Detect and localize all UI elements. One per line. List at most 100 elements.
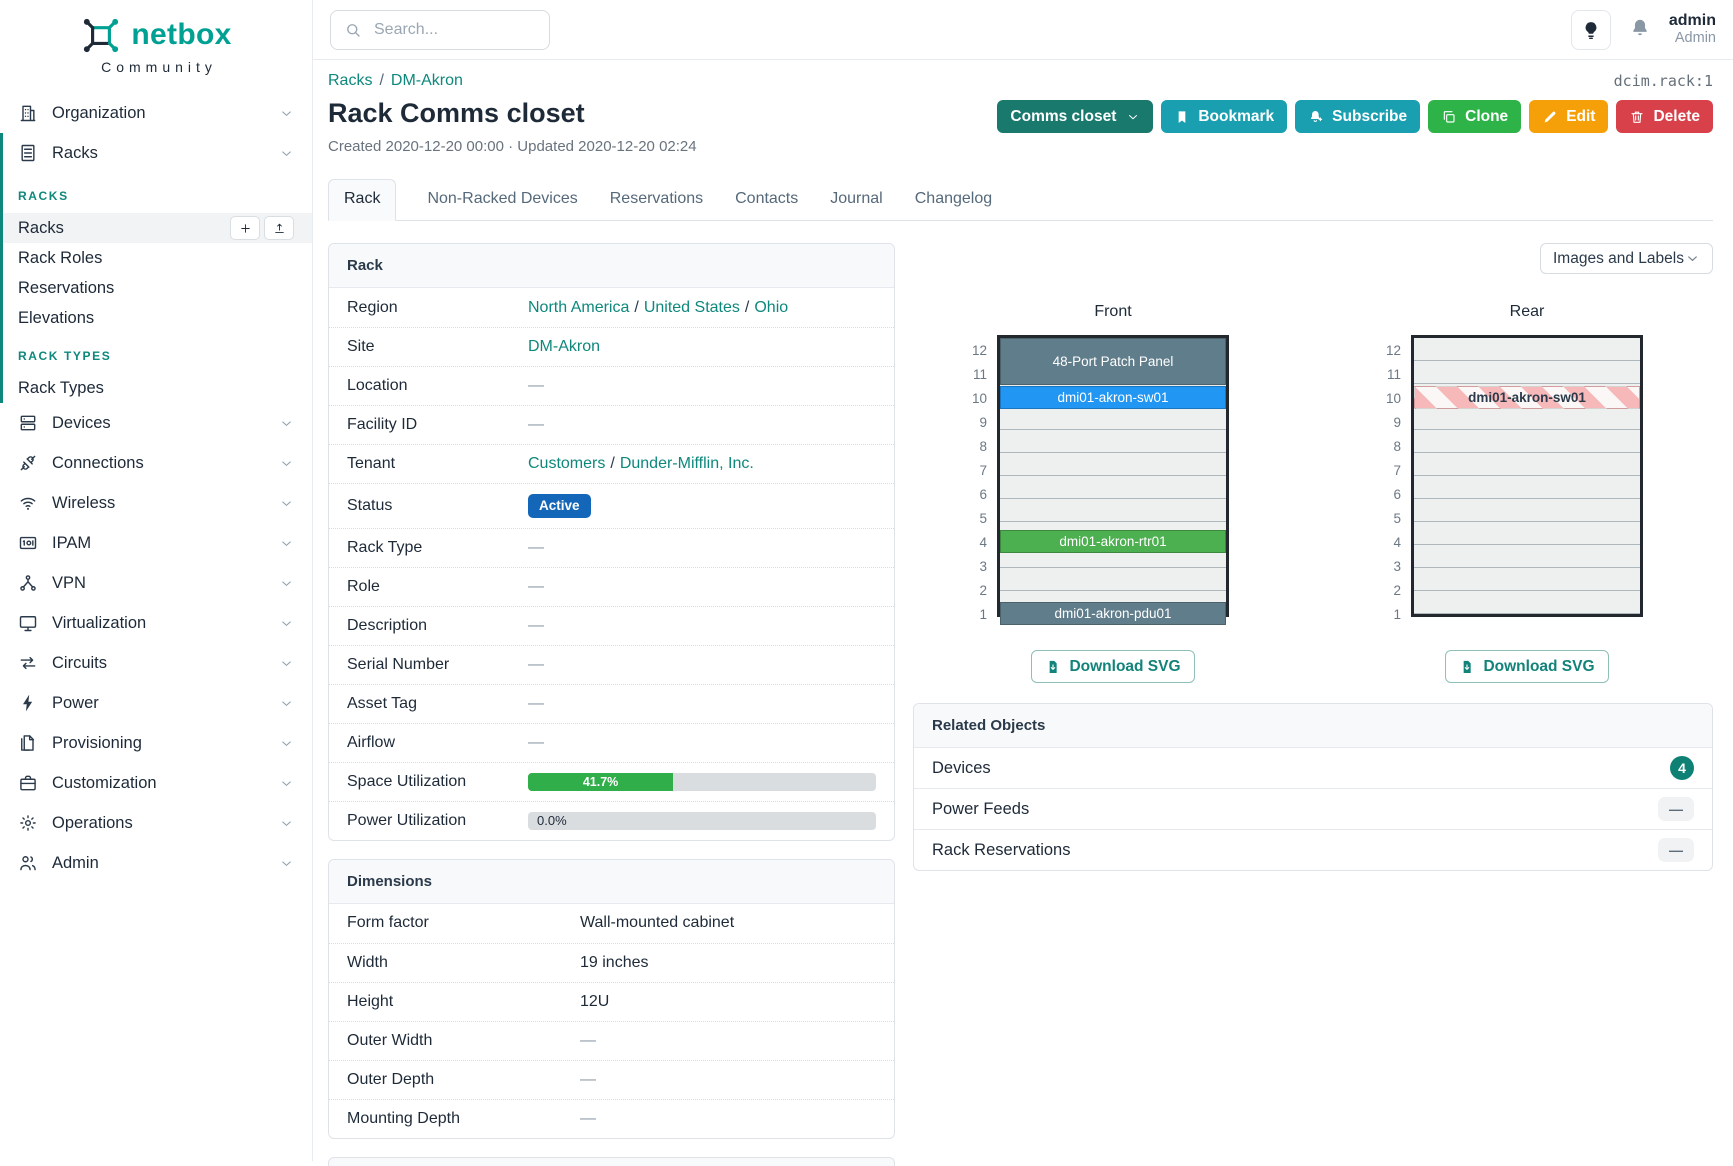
rack-device-dmi01-akron-sw01[interactable]: dmi01-akron-sw01 [1414, 386, 1640, 409]
button-label: Clone [1465, 107, 1509, 125]
link-united-states[interactable]: United States [643, 298, 740, 316]
sidebar-item-elevations[interactable]: Elevations [3, 303, 312, 333]
attr-value: — [528, 539, 876, 557]
sidebar-item-rack-types[interactable]: Rack Types [3, 373, 312, 403]
clone-button[interactable]: Clone [1428, 100, 1522, 133]
related-objects-title: Related Objects [914, 704, 1712, 748]
tab-rack[interactable]: Rack [328, 179, 397, 221]
tab-bar: Rack Non-Racked Devices Reservations Contac… [328, 179, 1713, 221]
notifications-button[interactable] [1627, 17, 1653, 43]
rack-select-button[interactable]: Comms closet [997, 100, 1154, 133]
download-svg-button-front[interactable]: Download SVG [1031, 650, 1195, 683]
attr-label: Location [347, 377, 408, 394]
unit-number: 10 [1385, 390, 1401, 406]
front-elevation: Front 12 11 10 9 8 7 6 5 4 3 2 1 48-Port Patch Panel d… [963, 303, 1229, 683]
sidebar-item-devices[interactable]: Devices [0, 403, 312, 443]
page-title: Rack Comms closet [328, 98, 585, 128]
next-panel-edge [328, 1156, 895, 1166]
arrows-exchange-icon [20, 656, 36, 670]
attr-value: — [528, 617, 876, 635]
attr-row-width: Width 19 inches [329, 942, 894, 982]
sidebar-item-label: Reservations [18, 278, 115, 297]
chevron-down-icon [282, 460, 291, 466]
search-input[interactable] [372, 19, 536, 40]
sidebar-item-ipam[interactable]: IPAM [0, 523, 312, 563]
rack-device-dmi01-akron-rtr01[interactable]: dmi01-akron-rtr01 [1000, 530, 1226, 553]
related-row-count: 4 [1670, 756, 1694, 780]
import-button[interactable] [264, 216, 294, 240]
sidebar-item-label: Racks [52, 143, 98, 162]
attr-text-value: Wall-mounted cabinet [580, 914, 735, 931]
attr-value: Customers / Dunder-Mifflin, Inc. [528, 455, 876, 473]
rack-unit-empty [1000, 430, 1226, 453]
rack-panel-title: Rack [329, 244, 894, 288]
rack-device-48-port-patch-panel[interactable]: 48-Port Patch Panel [1000, 338, 1226, 385]
unit-number: 8 [1393, 438, 1401, 454]
related-row-power-feeds[interactable]: Power Feeds — [914, 788, 1712, 829]
attr-value: — [528, 656, 876, 674]
link-customers[interactable]: Customers [528, 455, 606, 472]
sidebar-item-power[interactable]: Power [0, 683, 312, 723]
brand[interactable]: netbox Community [0, 0, 312, 75]
unit-number: 5 [979, 510, 987, 526]
search-box[interactable] [330, 9, 550, 50]
related-row-devices[interactable]: Devices 4 [914, 748, 1712, 788]
rack-device-dmi01-akron-pdu01[interactable]: dmi01-akron-pdu01 [1000, 602, 1226, 625]
theme-toggle-button[interactable] [1570, 9, 1611, 50]
attr-value: 19 inches [580, 954, 876, 972]
attr-row-facility-id: Facility ID — [329, 405, 894, 444]
dimensions-panel: Dimensions Form factor Wall-mounted cabin… [328, 858, 895, 1139]
tab-contacts[interactable]: Contacts [735, 190, 799, 207]
sidebar-item-reservations[interactable]: Reservations [3, 273, 312, 303]
sidebar-section-heading-racks: RACKS [18, 189, 69, 203]
sidebar-item-connections[interactable]: Connections [0, 443, 312, 483]
briefcase-icon [20, 775, 36, 791]
tab-reservations[interactable]: Reservations [609, 190, 704, 207]
attr-value: — [580, 1032, 876, 1050]
sidebar-item-wireless[interactable]: Wireless [0, 483, 312, 523]
sidebar-item-provisioning[interactable]: Provisioning [0, 723, 312, 763]
sidebar-item-customization[interactable]: Customization [0, 763, 312, 803]
link-dm-akron[interactable]: DM-Akron [528, 338, 601, 355]
rack-device-dmi01-akron-sw01[interactable]: dmi01-akron-sw01 [1000, 386, 1226, 409]
sidebar-item-racks[interactable]: Racks [3, 133, 312, 173]
add-button[interactable] [230, 216, 260, 240]
rack-box-rear: dmi01-akron-sw01 [1411, 335, 1643, 617]
tab-non-racked-devices[interactable]: Non-Racked Devices [427, 190, 578, 207]
attr-row-form-factor: Form factor Wall-mounted cabinet [329, 904, 894, 943]
user-role: Admin [1674, 30, 1716, 47]
tab-changelog[interactable]: Changelog [914, 190, 993, 207]
sidebar-item-organization[interactable]: Organization [0, 93, 312, 133]
sidebar-item-racks[interactable]: Racks [3, 213, 312, 243]
user-menu[interactable]: admin Admin [1669, 11, 1716, 48]
breadcrumb-link-site[interactable]: DM-Akron [390, 72, 463, 89]
copy-icon [1443, 110, 1455, 123]
edit-button[interactable]: Edit [1529, 100, 1609, 133]
dimensions-panel-title: Dimensions [329, 859, 894, 904]
sidebar-item-admin[interactable]: Admin [0, 843, 312, 883]
sidebar-item-operations[interactable]: Operations [0, 803, 312, 843]
download-svg-button-rear[interactable]: Download SVG [1445, 650, 1609, 683]
breadcrumb-link-racks[interactable]: Racks [328, 72, 373, 89]
link-north-america[interactable]: North America [528, 298, 630, 316]
netbox-logo-icon [84, 18, 119, 53]
search-icon [347, 23, 360, 37]
rack-unit-empty [1414, 361, 1640, 384]
download-row-front: Download SVG [1031, 650, 1195, 683]
button-label: Bookmark [1198, 107, 1275, 125]
attr-label: Description [347, 616, 428, 634]
attr-row-location: Location — [329, 366, 894, 405]
sidebar-item-vpn[interactable]: VPN [0, 563, 312, 603]
link-dunder-mifflin-inc[interactable]: Dunder-Mifflin, Inc. [619, 455, 754, 472]
related-row-rack-reservations[interactable]: Rack Reservations — [914, 829, 1712, 870]
subscribe-button[interactable]: Subscribe [1295, 100, 1421, 133]
sidebar-item-rack-roles[interactable]: Rack Roles [3, 243, 312, 273]
link-ohio[interactable]: Ohio [754, 298, 789, 316]
bookmark-button[interactable]: Bookmark [1161, 100, 1288, 133]
tab-journal[interactable]: Journal [830, 190, 883, 207]
sidebar-item-virtualization[interactable]: Virtualization [0, 603, 312, 643]
delete-button[interactable]: Delete [1616, 100, 1713, 133]
elevation-display-mode-select[interactable]: Images and Labels [1540, 243, 1713, 274]
sidebar-item-circuits[interactable]: Circuits [0, 643, 312, 683]
